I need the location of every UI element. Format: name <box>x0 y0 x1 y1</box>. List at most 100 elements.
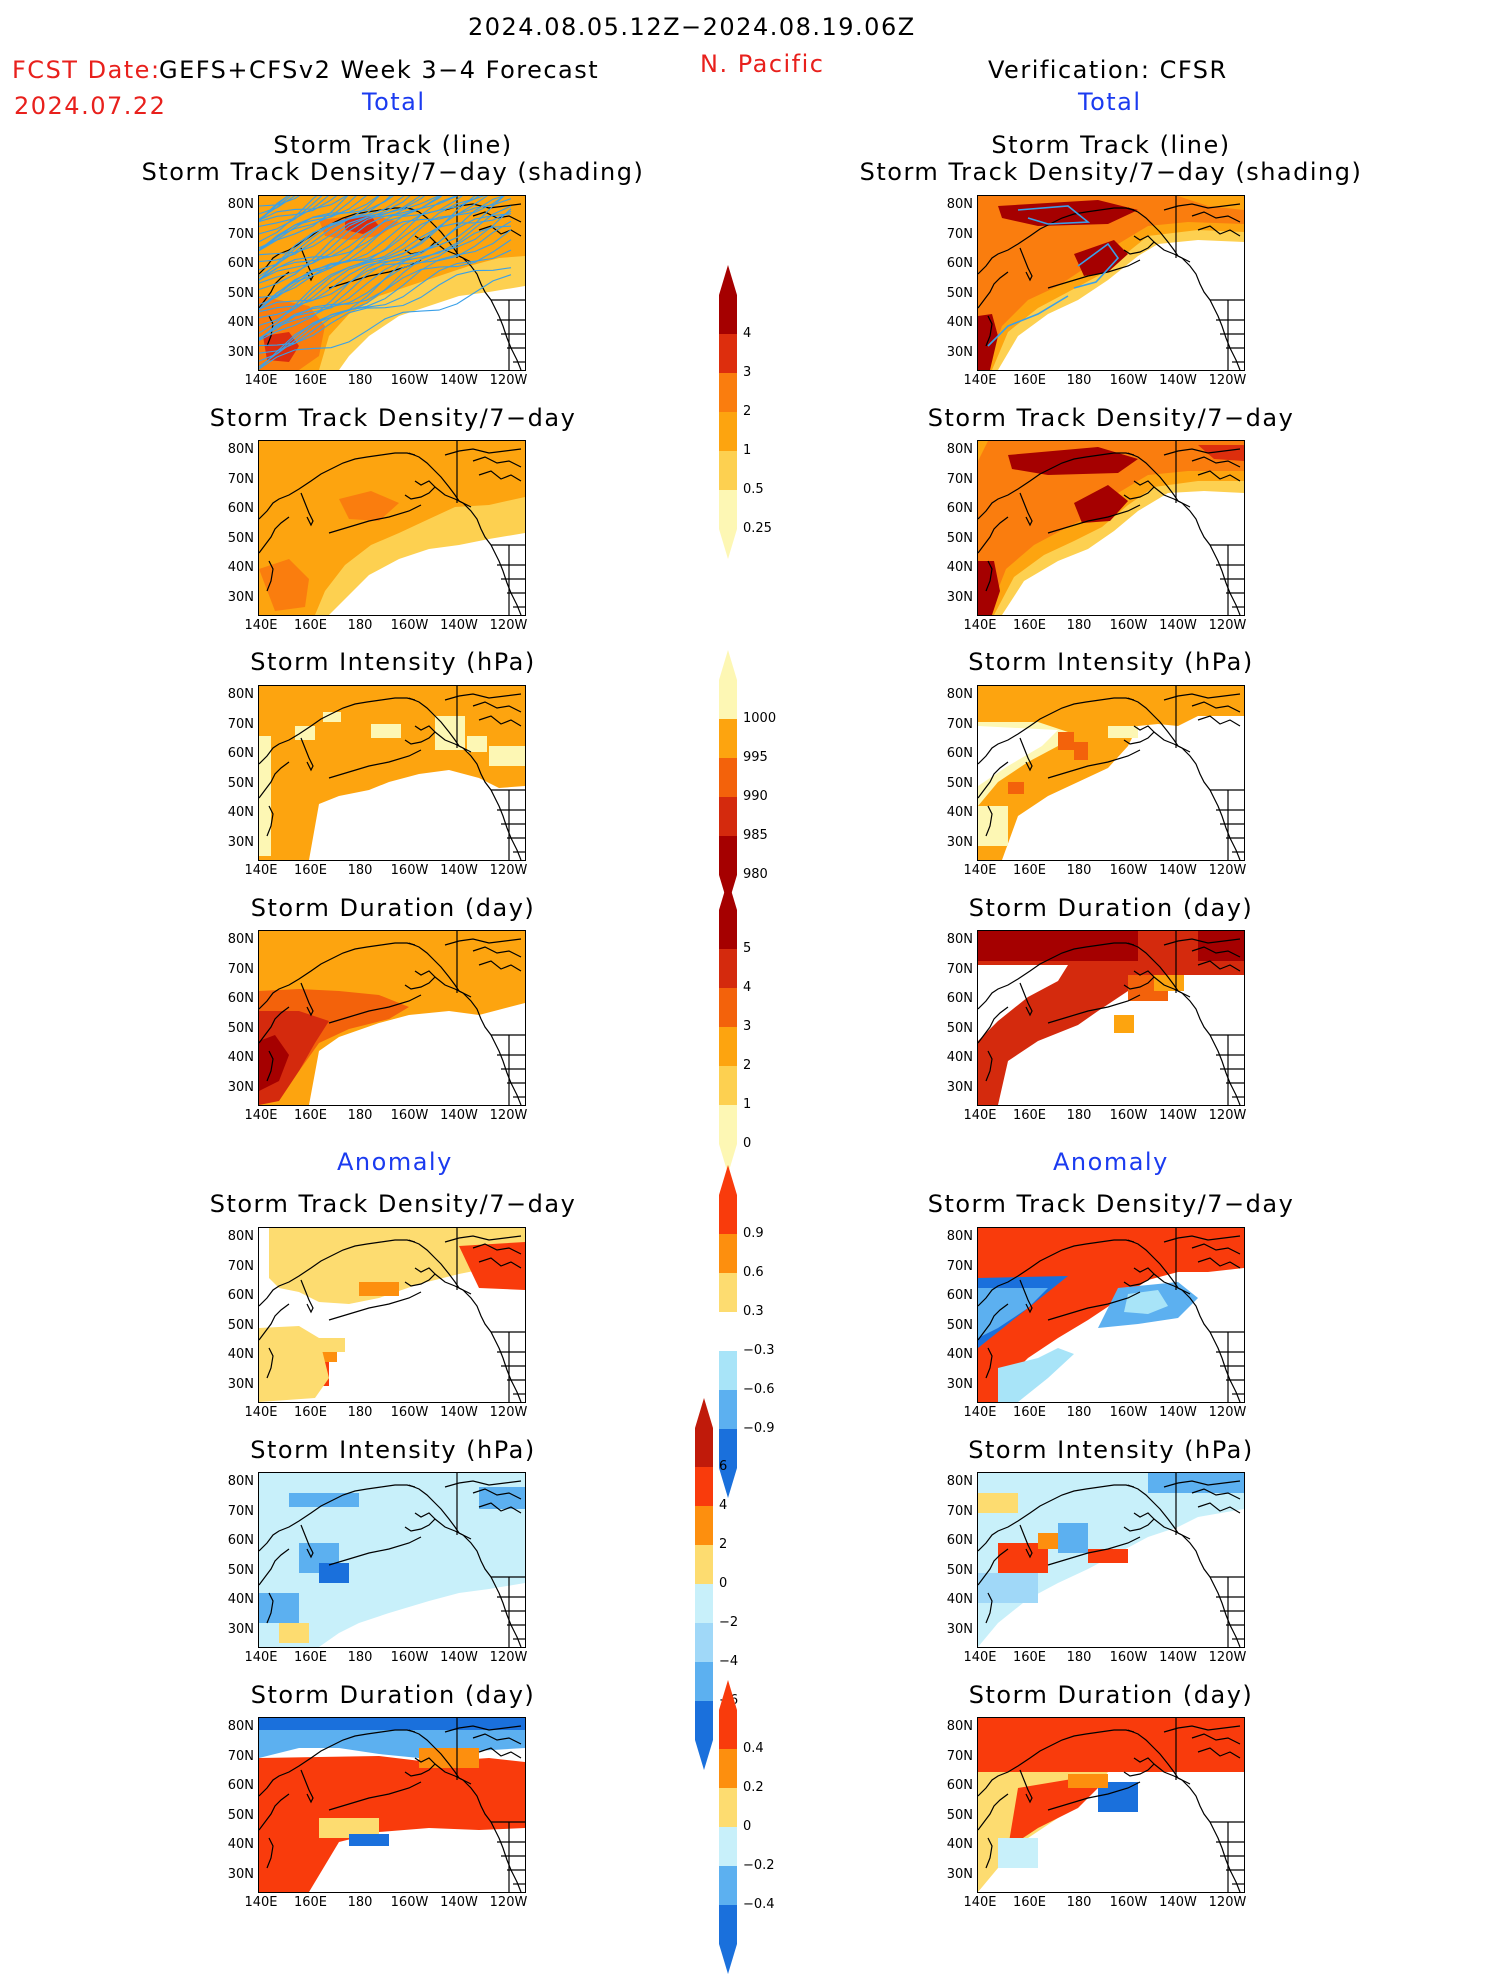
grid-cell <box>1148 1473 1244 1493</box>
storm-track-line <box>259 196 392 277</box>
lat-tick-label: 40N <box>227 1837 254 1852</box>
grid-cell <box>489 746 525 766</box>
lat-tick-label: 50N <box>946 1562 973 1578</box>
grid-cell <box>1114 1015 1134 1033</box>
total-label-left: Total <box>362 88 426 116</box>
lon-tick-label: 180 <box>347 1405 373 1420</box>
lon-tick-label: 160E <box>293 863 328 878</box>
coastline <box>1191 211 1241 223</box>
colorbar-label: 3 <box>743 365 752 380</box>
storm-track-line <box>259 205 512 340</box>
lat-tick-label: 60N <box>946 1533 973 1548</box>
lon-tick-label: 140E <box>963 1405 997 1420</box>
lat-tick-label: 70N <box>227 716 254 732</box>
map-anom-duration-forecast <box>258 1717 526 1893</box>
coastline <box>472 1243 522 1255</box>
lon-tick-label: 140E <box>244 1650 278 1665</box>
lon-tick-label: 140E <box>244 1895 278 1910</box>
total-label-right: Total <box>1078 88 1142 116</box>
colorbar-label: −0.9 <box>743 1421 775 1436</box>
lat-tick-label: 40N <box>227 1347 254 1362</box>
lon-tick-label: 180 <box>1066 373 1092 388</box>
fcst-date-label: FCST Date: <box>12 56 161 84</box>
coastline <box>478 715 522 727</box>
lon-tick-label: 160E <box>293 373 328 388</box>
coastline <box>1047 749 1141 779</box>
colorbar-swatch <box>695 1662 713 1701</box>
grid-cell <box>259 1718 525 1730</box>
colorbar-swatch <box>719 910 737 949</box>
colorbar-end-top <box>695 1398 713 1428</box>
lon-tick-label: 160E <box>293 1895 328 1910</box>
map-intensity-forecast <box>258 685 526 861</box>
colorbar-label: −0.6 <box>743 1382 775 1397</box>
coastline <box>985 1592 993 1624</box>
lon-tick-label: 160W <box>390 1108 429 1123</box>
storm-track-line <box>259 196 318 243</box>
storm-track-line <box>259 196 440 310</box>
coastline <box>1127 452 1183 504</box>
coastline <box>328 749 422 779</box>
grid-cell <box>1108 726 1138 738</box>
lon-tick-label: 160W <box>1109 1405 1148 1420</box>
colorbar-duration-total <box>719 880 737 1174</box>
storm-track-line <box>259 208 512 368</box>
lat-tick-label: 60N <box>946 501 973 516</box>
lat-tick-label: 80N <box>227 687 254 702</box>
coastline <box>408 942 464 994</box>
lon-tick-label: 140W <box>440 1895 478 1910</box>
grid-cell <box>295 726 315 740</box>
coastline <box>300 982 314 1017</box>
colorbar-label: 0.4 <box>743 1741 764 1756</box>
lon-tick-label: 160E <box>1012 863 1047 878</box>
storm-track-line <box>1017 205 1091 225</box>
colorbar-density-anomaly <box>719 1165 737 1498</box>
storm-track-line <box>259 196 379 252</box>
model-label: GEFS+CFSv2 Week 3−4 Forecast <box>159 56 600 84</box>
lat-tick-label: 30N <box>946 1376 973 1392</box>
storm-track-line <box>259 196 457 334</box>
lon-tick-label: 180 <box>347 1895 373 1910</box>
colorbar-label: 3 <box>743 1019 752 1034</box>
title-intensity-left: Storm Intensity (hPa) <box>250 648 536 676</box>
lat-tick-label: 30N <box>227 1866 254 1882</box>
colorbar-swatch <box>719 1749 737 1788</box>
shade-region <box>978 196 1244 370</box>
grid-cell <box>1068 1774 1108 1788</box>
grid-cell <box>349 1834 389 1846</box>
lat-tick-label: 70N <box>227 961 254 977</box>
grid-cell <box>978 1573 1038 1603</box>
storm-track-line <box>259 196 348 221</box>
coastline <box>259 452 416 520</box>
title-anom-duration-right: Storm Duration (day) <box>968 1681 1254 1709</box>
map-plot <box>259 196 525 370</box>
coastline <box>978 1303 1009 1341</box>
shade-region <box>259 1473 525 1647</box>
lon-tick-label: 160W <box>1109 618 1148 633</box>
colorbar-swatch <box>719 1273 737 1312</box>
title-density-right: Storm Track Density/7−day <box>927 404 1295 432</box>
colorbar-end-bottom <box>719 1944 737 1974</box>
lat-tick-label: 70N <box>946 961 973 977</box>
lat-tick-label: 80N <box>227 442 254 457</box>
lat-tick-label: 80N <box>227 197 254 212</box>
coastline <box>478 1502 522 1514</box>
colorbar-swatch <box>719 295 737 334</box>
coastline <box>328 1291 422 1321</box>
coastline <box>472 701 522 713</box>
colorbar-swatch <box>719 490 737 529</box>
lat-tick-label: 40N <box>946 560 973 575</box>
lat-tick-label: 70N <box>946 1503 973 1519</box>
lon-tick-label: 140W <box>1159 1108 1197 1123</box>
coastline <box>985 1050 993 1082</box>
grid-cell <box>319 1818 379 1838</box>
lat-tick-label: 30N <box>227 589 254 605</box>
lon-tick-label: 140E <box>244 618 278 633</box>
lat-tick-label: 30N <box>227 1079 254 1095</box>
grid-cell <box>371 724 401 738</box>
lat-tick-label: 50N <box>946 1020 973 1036</box>
coastline <box>1191 456 1241 468</box>
colorbar-swatch <box>719 1195 737 1234</box>
colorbar-label: 0.5 <box>743 482 764 497</box>
coastline <box>1153 731 1191 753</box>
